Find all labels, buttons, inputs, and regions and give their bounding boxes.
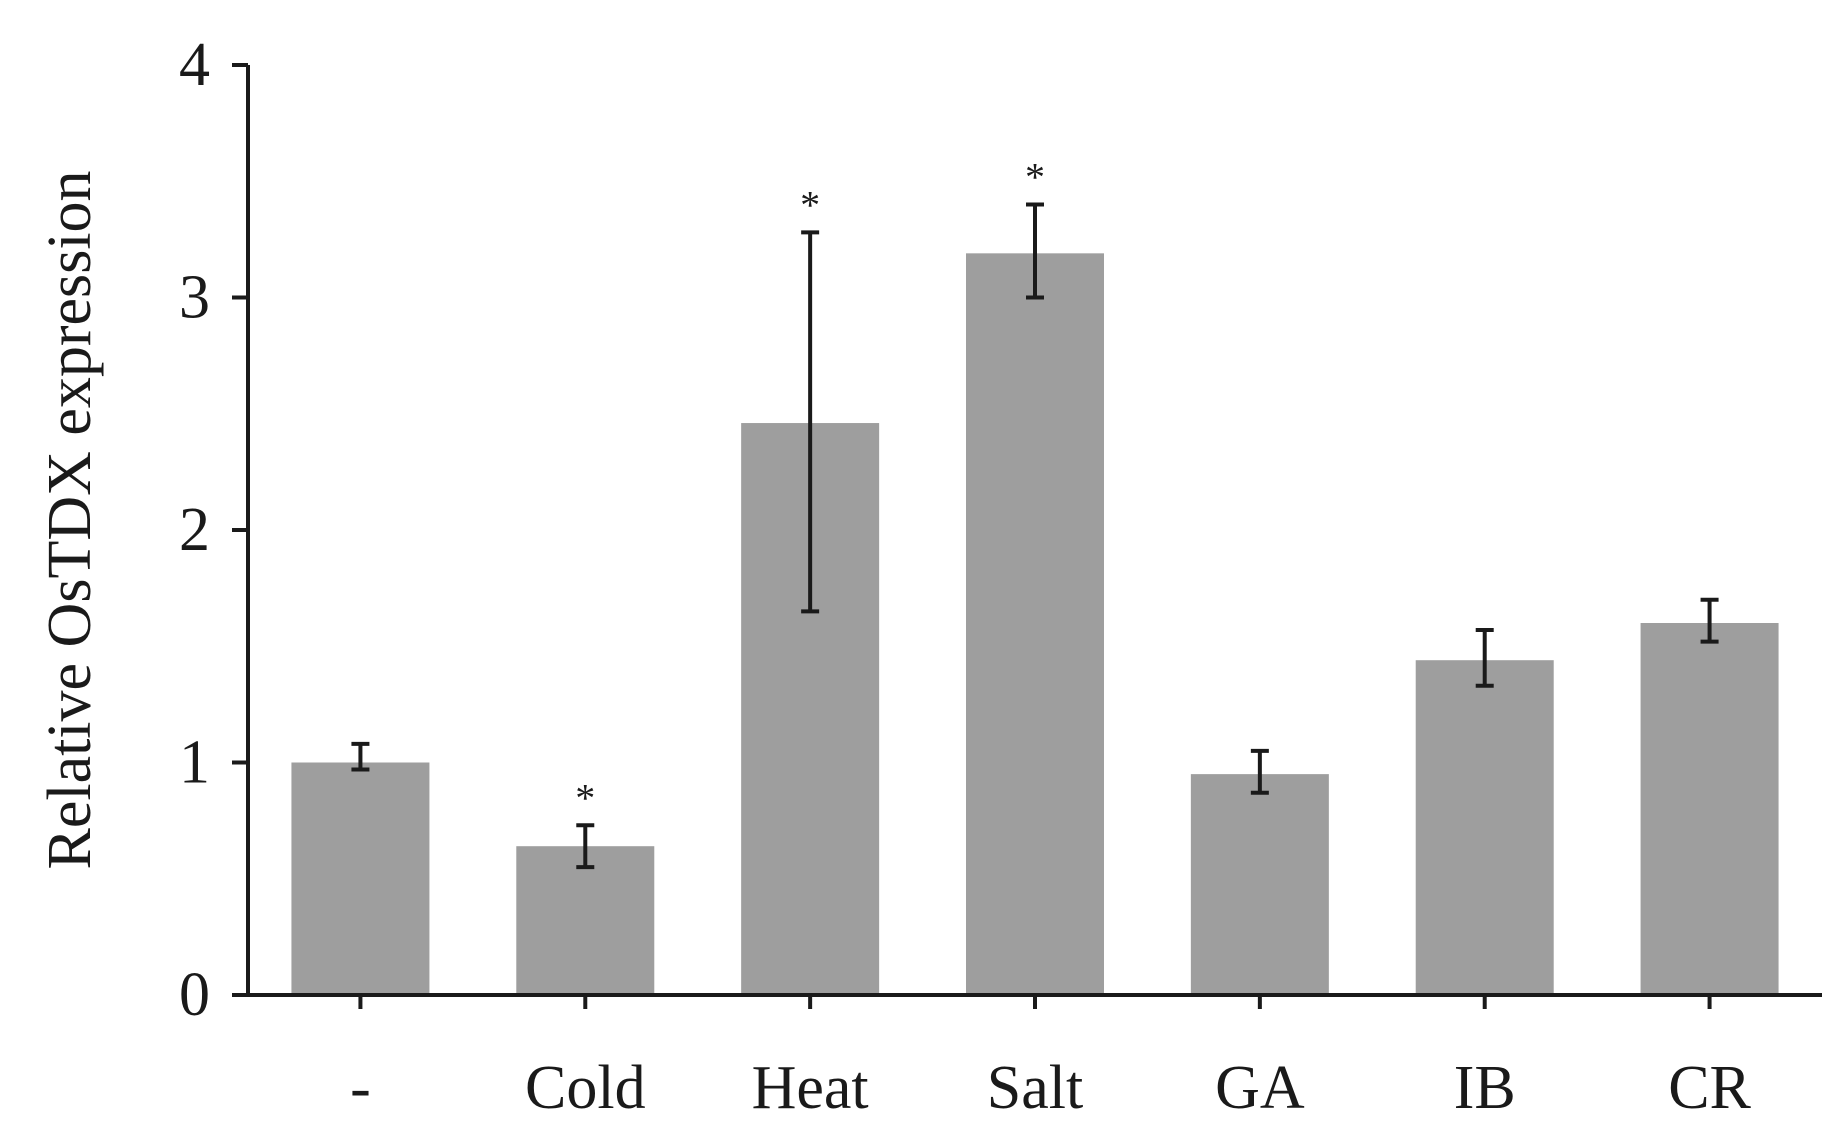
x-tick-label-5: IB: [1454, 1054, 1516, 1122]
y-axis-title: Relative OsTDX expression: [36, 170, 104, 869]
x-tick-label-1: Cold: [525, 1054, 646, 1122]
error-bar-0: [351, 741, 370, 772]
bar-3: [966, 253, 1104, 995]
bar-0: [291, 762, 430, 995]
x-tick-label-2: Heat: [752, 1054, 869, 1122]
significance-mark-1: *: [575, 775, 595, 820]
error-bar-1: [576, 823, 595, 870]
bar-4: [1190, 774, 1329, 995]
x-tick-label-3: Salt: [987, 1054, 1083, 1122]
error-bars-layer: [351, 202, 1719, 870]
bars-layer: [291, 253, 1779, 995]
axes-layer: [232, 63, 1822, 1009]
y-tick-label-1: 1: [179, 729, 210, 797]
x-tick-label-6: CR: [1668, 1054, 1751, 1122]
y-tick-label-2: 2: [179, 496, 210, 564]
y-tick-label-0: 0: [179, 961, 210, 1029]
bar-6: [1640, 623, 1779, 995]
bar-1: [516, 846, 655, 995]
x-tick-label-4: GA: [1215, 1054, 1305, 1122]
error-bar-2: [801, 230, 820, 614]
significance-mark-2: *: [800, 182, 820, 227]
significance-mark-3: *: [1025, 155, 1045, 200]
error-bar-3: [1026, 202, 1044, 300]
error-bar-5: [1475, 627, 1494, 688]
y-tick-label-4: 4: [179, 31, 210, 99]
bar-5: [1415, 660, 1554, 995]
x-tick-label-0: -: [350, 1054, 371, 1122]
error-bar-6: [1700, 597, 1719, 644]
error-bar-4: [1250, 748, 1269, 795]
labels-layer: * * * 0 1 2 3 4 - Cold Heat Salt GA IB CR: [179, 31, 1752, 1122]
y-tick-label-3: 3: [179, 264, 210, 332]
